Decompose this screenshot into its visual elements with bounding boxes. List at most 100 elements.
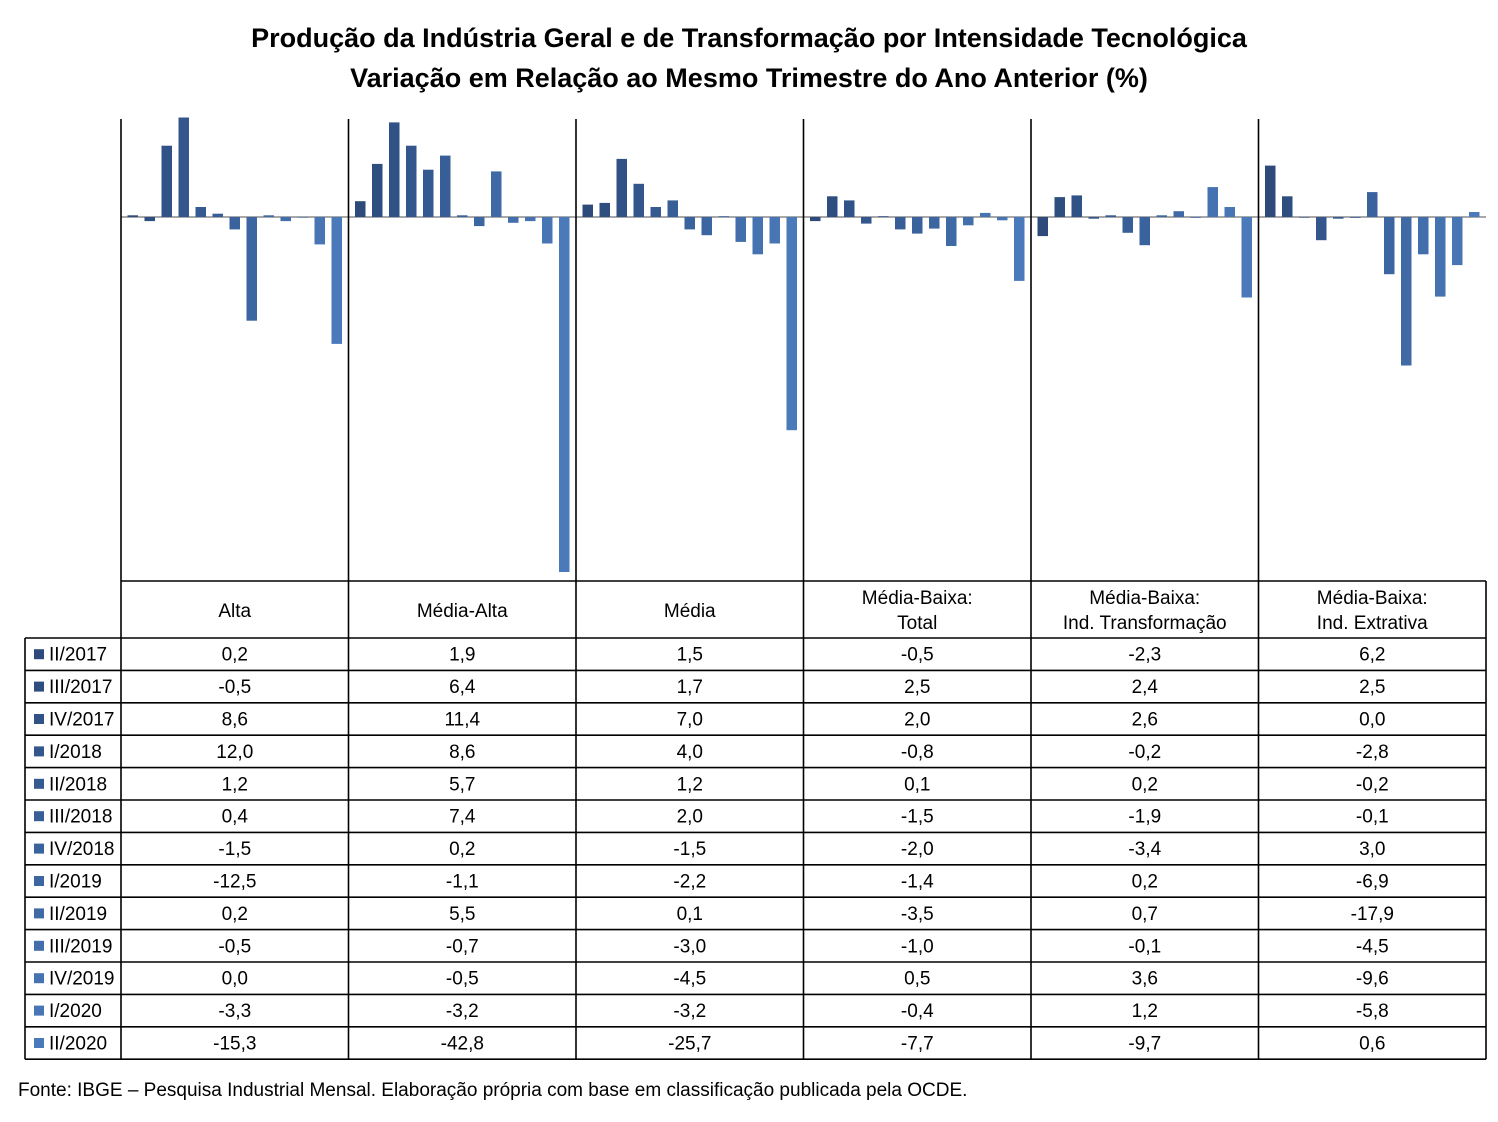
table-cell: -0,5 xyxy=(218,936,251,957)
bar-5-I-2018 xyxy=(1088,217,1099,219)
bar-2-IV-2019 xyxy=(525,217,536,222)
table-cell: 0,2 xyxy=(222,904,248,925)
bar-3-II-2018 xyxy=(650,207,661,217)
table-cell: 11,4 xyxy=(445,710,481,731)
table-cell: -0,5 xyxy=(446,969,479,990)
table-cell: -2,2 xyxy=(673,872,706,893)
legend-swatch xyxy=(34,649,44,660)
bar-1-III-2017 xyxy=(144,217,155,222)
table-cell: -0,2 xyxy=(1128,742,1161,763)
bar-4-II-2017 xyxy=(810,217,821,222)
legend-label: III/2019 xyxy=(49,936,112,957)
bar-1-I-2018 xyxy=(178,117,189,217)
table-cell: 1,5 xyxy=(677,645,703,666)
table-cell: 12,0 xyxy=(216,742,253,763)
bar-2-II-2020 xyxy=(559,217,570,572)
table-cell: 2,6 xyxy=(1132,710,1158,731)
bar-4-III-2017 xyxy=(827,196,838,217)
legend-label: III/2017 xyxy=(49,677,112,698)
table-cell: -0,8 xyxy=(901,742,934,763)
table-cell: -9,7 xyxy=(1128,1034,1161,1055)
bar-6-I-2018 xyxy=(1316,217,1327,241)
table-cell: 3,0 xyxy=(1359,839,1385,860)
table-cell: -1,5 xyxy=(218,839,251,860)
table-cell: -0,2 xyxy=(1356,774,1389,795)
bar-6-II-2020 xyxy=(1469,212,1480,217)
category-label-line1: Média-Baixa: xyxy=(1089,588,1200,609)
bar-3-II-2020 xyxy=(786,217,797,431)
bar-1-II-2020 xyxy=(331,217,342,344)
bar-1-II-2017 xyxy=(127,215,138,217)
legend-column: II/2017 III/2017 IV/2017 I/2018 II/2018 III/2… xyxy=(34,645,115,1055)
table-cell: -15,3 xyxy=(213,1034,256,1055)
bar-5-IV-2017 xyxy=(1071,195,1082,217)
bar-5-IV-2018 xyxy=(1139,217,1150,246)
bar-1-III-2019 xyxy=(280,217,291,222)
table-cell: 6,2 xyxy=(1359,645,1385,666)
category-label-line1: Média-Baixa: xyxy=(862,588,973,609)
table-cell: -4,5 xyxy=(673,969,706,990)
table-cell: -5,8 xyxy=(1356,1001,1389,1022)
table-cell: -3,2 xyxy=(446,1001,479,1022)
table-cell: -1,0 xyxy=(901,936,934,957)
table-cell: 0,0 xyxy=(1359,710,1385,731)
bar-5-I-2019 xyxy=(1156,215,1167,217)
table-cell: -3,5 xyxy=(901,904,934,925)
table-cell: -12,5 xyxy=(213,872,256,893)
bar-3-II-2019 xyxy=(718,216,729,217)
category-label-line2: Ind. Extrativa xyxy=(1317,613,1428,634)
table-cell: 0,1 xyxy=(904,774,930,795)
legend-label: III/2018 xyxy=(49,807,112,828)
legend-swatch xyxy=(34,681,44,692)
bar-2-I-2018 xyxy=(406,145,417,217)
table-cell: -6,9 xyxy=(1356,872,1389,893)
table-cell: -0,5 xyxy=(218,677,251,698)
legend-label: IV/2018 xyxy=(49,839,115,860)
bar-6-III-2018 xyxy=(1350,217,1361,218)
bar-6-II-2017 xyxy=(1265,165,1276,217)
bar-3-I-2018 xyxy=(633,183,644,217)
bar-2-IV-2017 xyxy=(389,122,400,217)
bar-6-III-2017 xyxy=(1282,196,1293,217)
bar-3-III-2017 xyxy=(599,202,610,217)
table-cell: 1,2 xyxy=(222,774,248,795)
bar-4-II-2018 xyxy=(878,216,889,217)
table-cell: -1,5 xyxy=(673,839,706,860)
legend-swatch xyxy=(34,876,44,886)
bar-4-II-2020 xyxy=(1014,217,1025,281)
bar-2-IV-2018 xyxy=(457,215,468,217)
chart-title-block: Produção da Indústria Geral e de Transfo… xyxy=(0,18,1498,98)
bar-5-III-2018 xyxy=(1122,217,1133,233)
bar-2-III-2019 xyxy=(508,217,519,223)
table-cell: 0,6 xyxy=(1359,1034,1385,1055)
bar-3-IV-2019 xyxy=(752,217,763,255)
category-headers: Alta Média-Alta Média Média-Baixa: Total Médi… xyxy=(218,588,1428,634)
bar-5-II-2019 xyxy=(1173,211,1184,217)
bar-3-I-2019 xyxy=(701,217,712,236)
legend-swatch xyxy=(34,843,44,854)
bar-3-II-2017 xyxy=(582,204,593,217)
legend-swatch xyxy=(34,746,44,757)
chart-canvas: Alta Média-Alta Média Média-Baixa: Total Médi… xyxy=(24,117,1487,1060)
bar-5-IV-2019 xyxy=(1207,187,1218,217)
table-cell: -1,1 xyxy=(446,872,479,893)
bar-4-IV-2019 xyxy=(980,212,991,217)
table-cell: 5,5 xyxy=(449,904,475,925)
bar-2-II-2018 xyxy=(423,169,434,217)
category-label-line1: Média-Baixa: xyxy=(1317,588,1428,609)
table-cell: 2,5 xyxy=(1359,677,1385,698)
legend-swatch xyxy=(34,778,44,789)
bar-2-I-2020 xyxy=(542,217,553,244)
legend-label: IV/2017 xyxy=(49,710,115,731)
table-cell: -42,8 xyxy=(441,1034,484,1055)
legend-swatch xyxy=(34,940,44,951)
legend-swatch xyxy=(34,1038,44,1048)
legend-label: I/2020 xyxy=(49,1001,102,1022)
table-cell: 7,0 xyxy=(677,710,703,731)
table-cell: 3,6 xyxy=(1132,969,1158,990)
legend-label: I/2018 xyxy=(49,742,102,763)
table-cell: 2,5 xyxy=(904,677,930,698)
bar-3-IV-2018 xyxy=(684,217,695,230)
bar-5-I-2020 xyxy=(1224,207,1235,217)
table-cell: 8,6 xyxy=(222,710,248,731)
